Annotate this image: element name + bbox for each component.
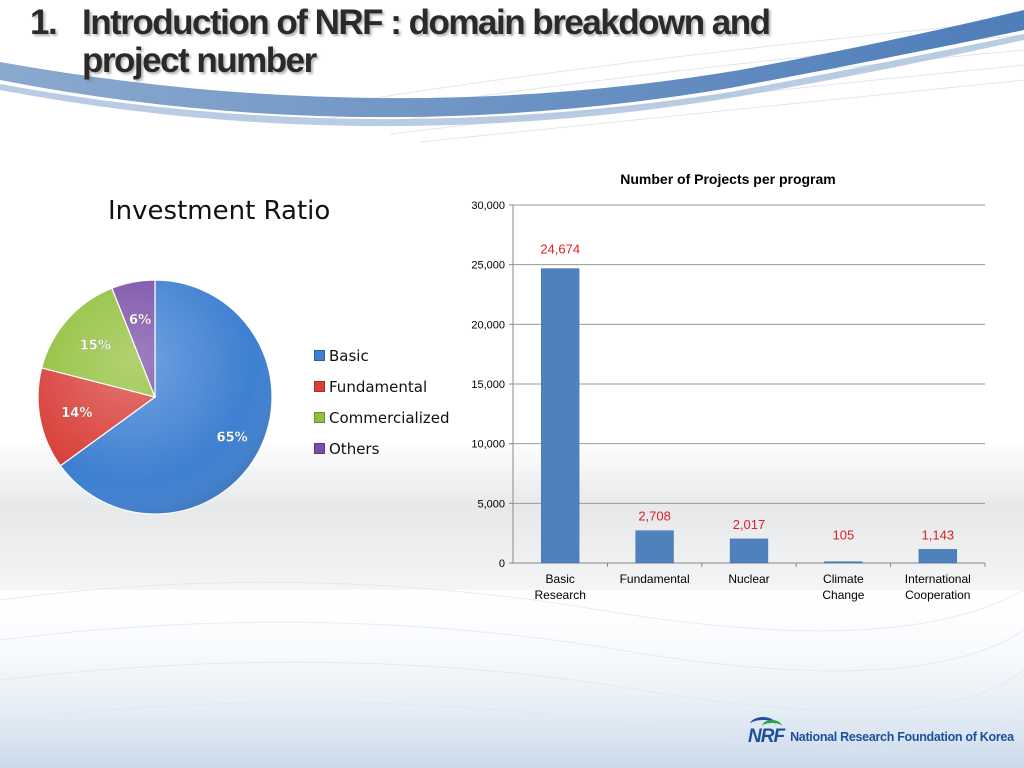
bar-climate-change — [824, 561, 863, 564]
y-tick-label: 0 — [499, 558, 505, 570]
legend-label: Basic — [329, 346, 369, 365]
x-tick-label: International Cooperation — [905, 572, 971, 602]
legend-swatch — [314, 350, 325, 361]
data-label: 2,708 — [638, 509, 671, 524]
y-tick-label: 30,000 — [471, 200, 505, 212]
bar-chart-title: Number of Projects per program — [620, 171, 836, 187]
pie-chart-title: Investment Ratio — [108, 196, 331, 226]
x-tick-label-line: Basic — [546, 572, 575, 586]
x-tick-label: Fundamental — [620, 572, 690, 586]
x-tick-label-line: Cooperation — [905, 588, 970, 602]
legend-swatch — [314, 381, 325, 392]
bar-nuclear — [729, 538, 769, 564]
data-label: 1,143 — [922, 527, 955, 542]
legend-item-others: Others — [314, 433, 450, 464]
x-tick-label-line: Research — [535, 588, 586, 602]
pie-chart: 65% 14% 15% 6% — [37, 279, 273, 515]
x-tick-label: Basic Research — [535, 572, 586, 602]
legend-item-commercialized: Commercialized — [314, 402, 450, 433]
legend-label: Commercialized — [329, 408, 450, 427]
legend-item-basic: Basic — [314, 340, 450, 371]
nrf-logo-text: National Research Foundation of Korea — [790, 730, 1014, 744]
y-tick-label: 10,000 — [471, 439, 505, 451]
legend-label: Fundamental — [329, 377, 428, 396]
y-tick-label: 15,000 — [471, 379, 505, 391]
nrf-logo-mark: NRF — [748, 717, 785, 748]
bar-y-axis-ticks: 0 5,000 10,000 15,000 20,000 25,000 30,000 — [471, 200, 505, 570]
bar-basic-research — [541, 268, 580, 564]
bar-marks — [541, 268, 957, 564]
nrf-logo: NRF National Research Foundation of Kore… — [748, 717, 1014, 748]
pie-label-basic: 65% — [217, 430, 248, 445]
data-label: 2,017 — [733, 517, 766, 532]
bar-gridlines — [509, 204, 986, 567]
y-tick-label: 5,000 — [477, 498, 505, 510]
pie-label-fundamental: 14% — [61, 406, 92, 421]
x-tick-label-line: Fundamental — [620, 572, 690, 586]
bar-international-cooperation — [918, 549, 957, 564]
x-tick-label-line: International — [905, 572, 971, 586]
legend-label: Others — [329, 439, 380, 458]
bar-x-axis-labels: Basic Research Fundamental Nuclear Climate Ch… — [535, 572, 971, 602]
x-tick-label: Climate Change — [822, 572, 864, 602]
y-tick-label: 25,000 — [471, 260, 505, 272]
legend-item-fundamental: Fundamental — [314, 371, 450, 402]
title-line-1: 1. Introduction of NRF : domain breakdown… — [30, 4, 930, 42]
bar-data-labels: 24,674 2,708 2,017 105 1,143 — [540, 242, 954, 543]
pie-labels: 65% 14% 15% 6% — [61, 313, 248, 446]
slide-title: 1. Introduction of NRF : domain breakdown… — [30, 4, 930, 80]
data-label: 24,674 — [540, 242, 580, 257]
pie-label-others: 6% — [129, 313, 151, 328]
title-line-1-text: Introduction of NRF : domain breakdown a… — [82, 3, 771, 42]
x-tick-label-line: Climate — [823, 572, 864, 586]
title-number: 1. — [30, 3, 58, 42]
bar-fundamental — [635, 530, 674, 564]
title-line-2: project number — [82, 41, 317, 80]
x-tick-label-line: Nuclear — [728, 572, 769, 586]
pie-label-commercialized: 15% — [80, 338, 111, 353]
x-tick-label-line: Change — [822, 588, 864, 602]
data-label: 105 — [833, 528, 855, 543]
legend-swatch — [314, 412, 325, 423]
legend-swatch — [314, 443, 325, 454]
bar-chart: 0 5,000 10,000 15,000 20,000 25,000 30,000 24,… — [471, 200, 986, 602]
y-tick-label: 20,000 — [471, 319, 505, 331]
pie-legend: Basic Fundamental Commercialized Others — [314, 340, 450, 464]
pie-slices — [37, 279, 273, 515]
x-tick-label: Nuclear — [728, 572, 769, 586]
